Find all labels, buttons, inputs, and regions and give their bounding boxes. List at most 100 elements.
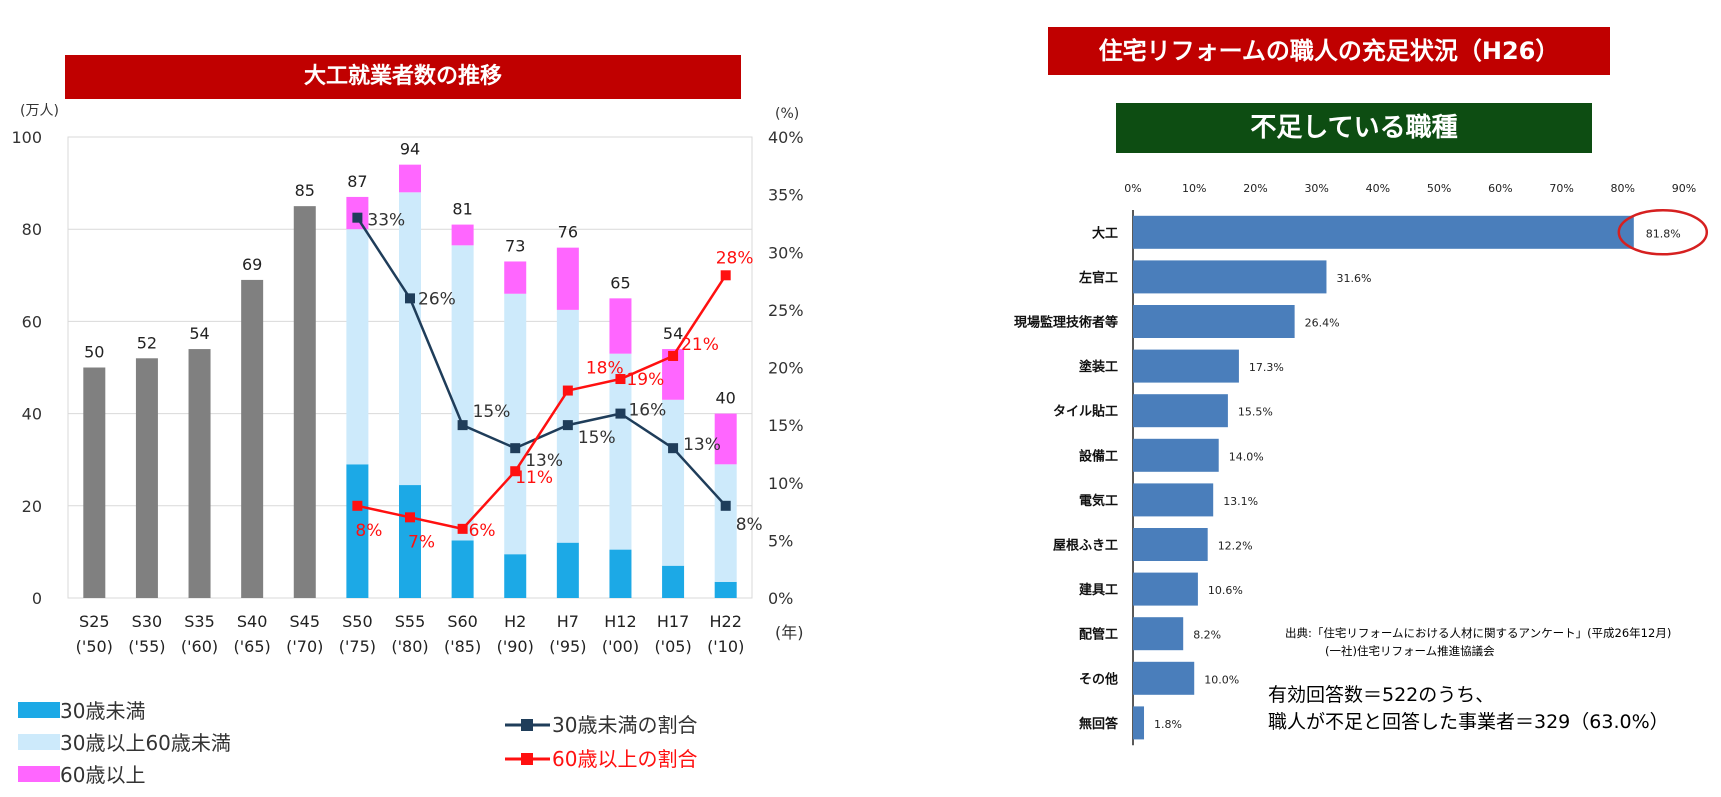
bar-total-label: 87 bbox=[347, 172, 367, 191]
x-tick-label: 90% bbox=[1672, 182, 1696, 195]
value-label: 10.6% bbox=[1208, 584, 1243, 597]
point-under30-ratio bbox=[615, 408, 626, 419]
bar-total-label: 54 bbox=[663, 324, 683, 343]
x-tick-sublabel: ('80) bbox=[391, 637, 428, 656]
bar-total-label: 50 bbox=[84, 343, 104, 362]
bar bbox=[1133, 483, 1214, 517]
x-tick-label: 20% bbox=[1243, 182, 1267, 195]
bar-total-label: 52 bbox=[137, 333, 157, 352]
x-tick-label: S50 bbox=[342, 612, 373, 631]
bar-total-label: 94 bbox=[400, 140, 420, 159]
point-under30-ratio bbox=[352, 212, 363, 223]
y-tick-label: 80 bbox=[22, 220, 42, 239]
x-tick-sublabel: ('70) bbox=[286, 637, 323, 656]
y2-tick-label: 5% bbox=[768, 531, 793, 550]
category-label: 建具工 bbox=[1079, 582, 1118, 598]
legend-30-60-label: 30歳以上60歳未満 bbox=[60, 731, 231, 755]
bar bbox=[1133, 572, 1198, 606]
point-over60-ratio bbox=[405, 512, 415, 523]
bar-total bbox=[188, 349, 211, 598]
category-label: 設備工 bbox=[1079, 448, 1118, 464]
y2-tick-label: 0% bbox=[768, 589, 793, 608]
y-axis-unit: (万人) bbox=[20, 103, 59, 119]
category-label: 大工 bbox=[1092, 225, 1118, 241]
value-label: 13.1% bbox=[1223, 495, 1258, 508]
x-tick-label: S60 bbox=[447, 612, 478, 631]
x-tick-label: S55 bbox=[395, 612, 426, 631]
bar bbox=[1133, 528, 1208, 561]
category-label: 現場監理技術者等 bbox=[1014, 315, 1118, 331]
y2-axis-unit: (%) bbox=[775, 106, 799, 122]
label-under30-ratio: 13% bbox=[525, 451, 563, 471]
bar bbox=[1133, 617, 1184, 651]
bar-segment-under30 bbox=[399, 485, 421, 598]
y2-tick-label: 25% bbox=[768, 301, 804, 320]
x-tick-sublabel: ('85) bbox=[444, 637, 481, 656]
source-organization: (一社)住宅リフォーム推進協議会 bbox=[1325, 644, 1495, 658]
x-tick-label: 60% bbox=[1488, 182, 1512, 195]
bar-segment-over60 bbox=[662, 349, 685, 400]
label-over60-ratio: 7% bbox=[408, 532, 435, 552]
bar-segment-30-60 bbox=[346, 229, 369, 465]
x-tick-label: 10% bbox=[1182, 182, 1206, 195]
x-tick-label: S30 bbox=[132, 612, 163, 631]
label-under30-ratio: 13% bbox=[683, 435, 721, 455]
point-over60-ratio bbox=[720, 270, 731, 281]
x-tick-label: 80% bbox=[1611, 182, 1635, 195]
bar bbox=[1133, 215, 1634, 249]
x-tick-sublabel: ('10) bbox=[707, 637, 744, 656]
bar-total-label: 65 bbox=[610, 273, 630, 292]
category-label: 電気工 bbox=[1079, 493, 1118, 509]
point-over60-ratio bbox=[457, 523, 468, 534]
x-tick-label: S25 bbox=[79, 612, 110, 631]
category-label: 配管工 bbox=[1079, 627, 1118, 643]
label-over60-ratio: 28% bbox=[716, 248, 754, 268]
x-tick-label: 30% bbox=[1304, 182, 1328, 195]
category-label: 屋根ふき工 bbox=[1053, 538, 1118, 554]
label-over60-ratio: 6% bbox=[469, 521, 496, 541]
bar-segment-under30 bbox=[504, 554, 527, 598]
y-tick-label: 40 bbox=[22, 405, 42, 424]
x-axis-unit: (年) bbox=[775, 623, 804, 642]
bar-total-label: 69 bbox=[242, 255, 262, 274]
point-under30-ratio bbox=[457, 420, 468, 431]
bar-segment-under30 bbox=[714, 581, 737, 598]
y2-tick-label: 20% bbox=[768, 359, 804, 378]
bar-total bbox=[293, 206, 316, 598]
legend-30-60-swatch bbox=[18, 734, 60, 750]
value-label: 8.2% bbox=[1193, 629, 1221, 642]
bar-total bbox=[135, 358, 158, 598]
legend-over60-ratio-marker bbox=[521, 753, 533, 765]
bar-segment-under30 bbox=[662, 565, 685, 598]
label-over60-ratio: 21% bbox=[681, 335, 719, 355]
left-chart-title: 大工就業者数の推移 bbox=[65, 55, 741, 99]
value-label: 12.2% bbox=[1218, 540, 1253, 553]
x-tick-label: 70% bbox=[1549, 182, 1573, 195]
value-label: 14.0% bbox=[1229, 450, 1264, 463]
label-under30-ratio: 8% bbox=[736, 515, 763, 535]
bar-segment-under30 bbox=[451, 540, 474, 598]
bar-segment-under30 bbox=[556, 542, 579, 598]
legend-under30-label: 30歳未満 bbox=[60, 699, 145, 723]
line-over60-ratio bbox=[357, 274, 727, 531]
legend-under30-ratio-label: 30歳未満の割合 bbox=[552, 713, 697, 737]
bar-total bbox=[83, 367, 106, 598]
x-tick-sublabel: ('05) bbox=[654, 637, 691, 656]
x-tick-label: S45 bbox=[290, 612, 321, 631]
point-under30-ratio bbox=[405, 293, 415, 304]
x-tick-sublabel: ('50) bbox=[76, 637, 113, 656]
category-label: タイル貼工 bbox=[1053, 404, 1118, 420]
x-tick-label: 40% bbox=[1366, 182, 1390, 195]
category-label: その他 bbox=[1079, 671, 1118, 687]
line-under30-ratio bbox=[356, 216, 727, 507]
label-under30-ratio: 15% bbox=[473, 402, 511, 422]
bar-total-label: 81 bbox=[452, 200, 472, 219]
y-tick-label: 100 bbox=[11, 128, 42, 147]
bar bbox=[1133, 438, 1219, 472]
bar bbox=[1133, 661, 1195, 695]
legend-over60-ratio-label: 60歳以上の割合 bbox=[552, 747, 697, 771]
point-over60-ratio bbox=[615, 374, 626, 385]
x-tick-sublabel: ('55) bbox=[128, 637, 165, 656]
carpenter-workers-chart: 0 20 40 60 80 100 0% 5% 10% 15% 20% 25% 30% 35% 40% (万人… bbox=[11, 103, 804, 787]
